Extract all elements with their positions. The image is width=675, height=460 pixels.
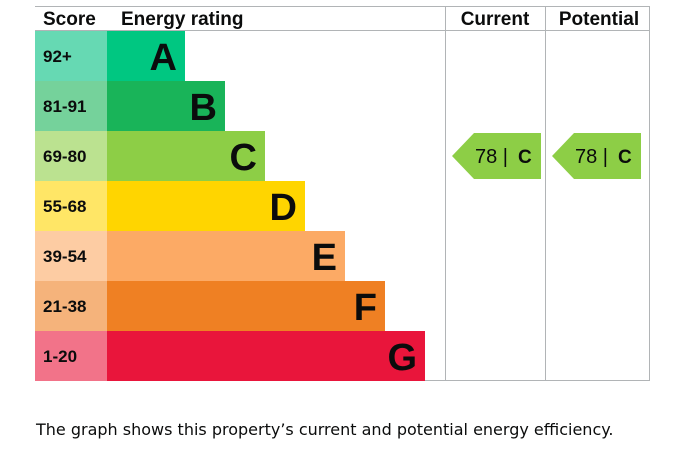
current-score-value: 78 | [475, 146, 508, 168]
current-arrow-label: 78 | C [475, 146, 532, 168]
header-score: Score [43, 9, 96, 30]
header-energy-rating: Energy rating [121, 9, 243, 30]
band-letter-c: C [230, 137, 257, 179]
band-letter-e: E [312, 237, 337, 279]
potential-band-letter: C [618, 147, 632, 168]
band-letter-a: A [150, 37, 177, 79]
score-range-g: 1-20 [43, 347, 77, 366]
potential-arrow [552, 133, 641, 179]
potential-arrow-label: 78 | C [575, 146, 632, 168]
score-range-e: 39-54 [43, 247, 87, 266]
band-letter-f: F [354, 287, 377, 329]
header-potential: Potential [559, 9, 639, 30]
score-cell-f [35, 281, 107, 331]
score-cell-c [35, 131, 107, 181]
band-bar-c [107, 131, 265, 181]
band-bar-f [107, 281, 385, 331]
band-bar-g [107, 331, 425, 381]
band-letter-b: B [190, 87, 217, 129]
score-cell-e [35, 231, 107, 281]
band-letter-d: D [270, 187, 297, 229]
score-cell-b [35, 81, 107, 131]
score-cell-a [35, 31, 107, 81]
epc-chart: Score Energy rating Current Potential 92… [35, 6, 650, 381]
band-bar-b [107, 81, 225, 131]
score-range-d: 55-68 [43, 197, 86, 216]
chart-caption: The graph shows this property’s current … [36, 420, 614, 439]
current-arrow [452, 133, 541, 179]
score-range-a: 92+ [43, 47, 72, 66]
band-letter-g: G [387, 337, 417, 379]
band-bar-d [107, 181, 305, 231]
score-range-f: 21-38 [43, 297, 86, 316]
band-bar-e [107, 231, 345, 281]
score-range-b: 81-91 [43, 97, 86, 116]
current-band-letter: C [518, 147, 532, 168]
rating-bands: 92+ A 81-91 B 69-80 C 55-68 D 39-54 E 21-38 F 1-20 G [35, 31, 425, 381]
band-bar-a [107, 31, 185, 81]
rating-arrows: 78 | C 78 | C [452, 133, 641, 179]
score-cell-g [35, 331, 107, 381]
potential-score-value: 78 | [575, 146, 608, 168]
header-current: Current [461, 9, 530, 30]
score-range-c: 69-80 [43, 147, 86, 166]
score-cell-d [35, 181, 107, 231]
